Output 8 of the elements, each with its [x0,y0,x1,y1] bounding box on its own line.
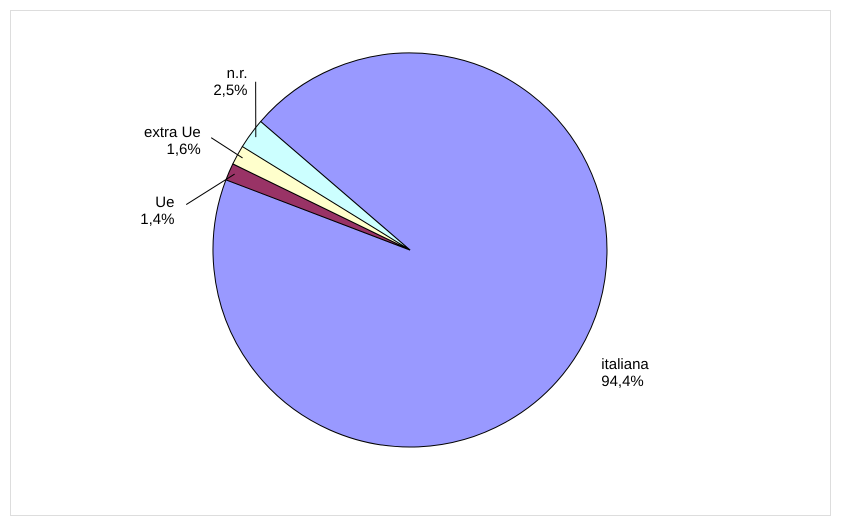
slice-label: Ue [155,194,174,212]
slice-label: extra Ue [144,124,201,141]
data-label: 94,4% [601,372,644,390]
data-label: 1,6% [166,140,201,158]
slice-label: italiana [601,356,650,373]
data-label: 1,4% [140,211,174,228]
data-label: 2,5% [213,82,248,99]
slice-label: n.r. [226,64,248,82]
